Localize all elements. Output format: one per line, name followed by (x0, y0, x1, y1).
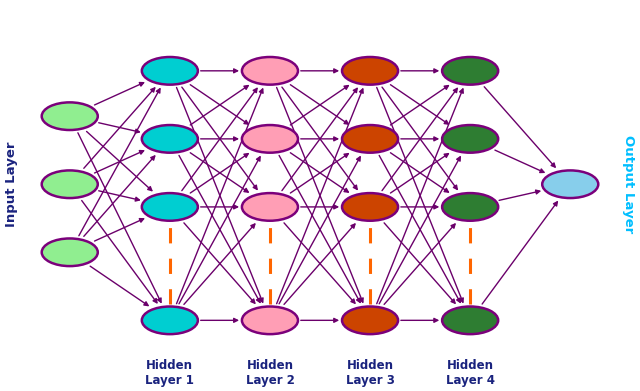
Text: Hidden
Layer 1: Hidden Layer 1 (145, 359, 195, 387)
Ellipse shape (442, 193, 498, 221)
Ellipse shape (342, 57, 398, 84)
Text: Hidden
Layer 2: Hidden Layer 2 (246, 359, 294, 387)
Text: Output Layer: Output Layer (623, 135, 636, 233)
Ellipse shape (242, 307, 298, 334)
Ellipse shape (42, 239, 98, 266)
Ellipse shape (142, 193, 198, 221)
Ellipse shape (242, 125, 298, 153)
Ellipse shape (342, 193, 398, 221)
Ellipse shape (242, 193, 298, 221)
Ellipse shape (342, 125, 398, 153)
Ellipse shape (142, 125, 198, 153)
Ellipse shape (42, 102, 98, 130)
Ellipse shape (42, 170, 98, 198)
Ellipse shape (142, 307, 198, 334)
Text: Input Layer: Input Layer (4, 142, 17, 227)
Ellipse shape (542, 170, 598, 198)
Ellipse shape (442, 57, 498, 84)
Ellipse shape (142, 57, 198, 84)
Ellipse shape (442, 307, 498, 334)
Ellipse shape (242, 57, 298, 84)
Text: Hidden
Layer 3: Hidden Layer 3 (346, 359, 394, 387)
Ellipse shape (442, 125, 498, 153)
Text: Hidden
Layer 4: Hidden Layer 4 (445, 359, 495, 387)
Ellipse shape (342, 307, 398, 334)
